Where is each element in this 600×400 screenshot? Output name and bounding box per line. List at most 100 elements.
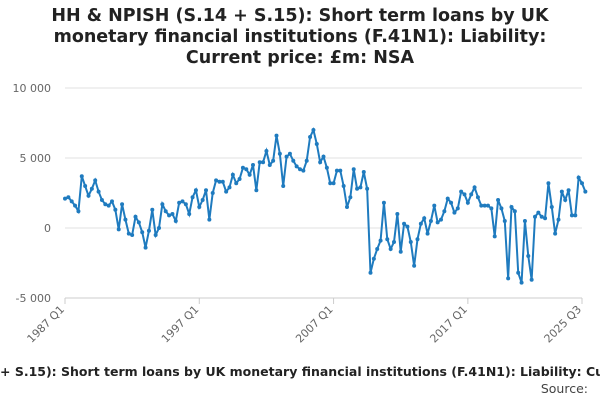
data-point xyxy=(331,181,336,186)
data-point xyxy=(543,216,548,221)
data-point xyxy=(465,200,470,205)
data-point xyxy=(113,207,118,212)
data-point xyxy=(298,167,302,172)
data-point xyxy=(261,160,266,165)
data-point xyxy=(83,184,88,188)
data-point xyxy=(130,233,135,237)
data-point xyxy=(455,206,460,211)
data-point xyxy=(472,185,477,190)
data-point xyxy=(566,188,571,193)
data-point xyxy=(371,256,376,261)
x-tick-label: 2025 Q3 xyxy=(542,303,585,346)
data-point xyxy=(190,195,195,200)
data-point xyxy=(308,135,313,139)
data-point xyxy=(539,214,544,219)
data-point xyxy=(459,189,464,194)
data-point xyxy=(251,163,255,167)
data-point xyxy=(385,237,390,242)
data-point xyxy=(583,189,588,194)
data-point xyxy=(553,231,558,236)
data-point xyxy=(375,247,380,251)
data-point xyxy=(217,179,222,184)
data-point xyxy=(93,178,98,183)
data-point xyxy=(479,203,484,208)
data-point xyxy=(66,195,71,200)
data-point xyxy=(264,149,269,153)
data-point xyxy=(200,198,205,202)
data-point xyxy=(502,219,507,223)
data-point xyxy=(210,191,215,195)
data-point xyxy=(123,217,128,222)
data-point xyxy=(69,199,74,204)
data-point xyxy=(234,181,239,186)
data-point xyxy=(418,221,423,226)
data-point xyxy=(492,234,497,239)
data-point xyxy=(318,160,323,165)
data-point xyxy=(321,154,326,159)
data-point xyxy=(244,167,249,172)
x-tick-label: 1997 Q1 xyxy=(159,303,202,346)
data-point xyxy=(569,213,574,218)
data-point xyxy=(254,188,259,193)
data-point xyxy=(412,263,417,268)
data-point xyxy=(533,214,537,219)
data-point xyxy=(116,227,121,232)
data-point xyxy=(526,254,531,258)
data-point xyxy=(499,206,504,211)
data-point xyxy=(392,240,396,244)
y-tick-label: 5 000 xyxy=(20,152,52,165)
data-point xyxy=(348,195,353,200)
data-point xyxy=(86,193,91,198)
data-point xyxy=(445,196,450,201)
data-point xyxy=(163,209,168,214)
data-point xyxy=(506,276,511,281)
data-point xyxy=(496,198,501,202)
data-point xyxy=(489,206,494,211)
data-point xyxy=(160,202,165,207)
data-point xyxy=(227,185,232,190)
data-point xyxy=(368,270,373,275)
data-point xyxy=(361,170,366,174)
data-point xyxy=(415,237,420,242)
data-point xyxy=(475,195,480,200)
data-point xyxy=(197,205,202,209)
data-point xyxy=(103,202,108,207)
data-point xyxy=(512,209,517,214)
data-point xyxy=(220,179,225,184)
data-point xyxy=(462,192,467,197)
data-point xyxy=(177,200,182,205)
footer-title: + S.15): Short term loans by UK monetary… xyxy=(0,364,600,379)
data-point xyxy=(187,212,192,216)
chart: -5 000 0 5 000 10 000 1987 Q1 1997 Q1 2007 Q1 2… xyxy=(13,82,588,346)
data-point xyxy=(271,158,276,163)
data-point xyxy=(63,196,67,201)
data-point xyxy=(294,164,299,169)
data-point xyxy=(281,184,286,188)
data-point xyxy=(439,217,443,222)
data-point xyxy=(365,186,370,191)
data-point xyxy=(79,174,84,179)
data-point xyxy=(207,217,212,222)
data-point xyxy=(73,203,78,208)
y-tick-label: 0 xyxy=(44,222,51,235)
data-line xyxy=(64,127,587,283)
data-point xyxy=(257,160,262,165)
data-point xyxy=(240,165,245,170)
data-point xyxy=(150,207,155,212)
data-point xyxy=(358,185,363,190)
data-point xyxy=(143,245,148,250)
data-point xyxy=(204,188,208,193)
data-point xyxy=(402,221,407,226)
data-point xyxy=(96,189,101,194)
data-point xyxy=(214,178,219,183)
data-point xyxy=(173,219,178,223)
data-point xyxy=(237,177,242,181)
data-point xyxy=(408,240,413,244)
data-point xyxy=(449,200,454,205)
data-point xyxy=(146,228,151,233)
data-point xyxy=(519,280,524,285)
data-point xyxy=(432,203,437,208)
data-point xyxy=(157,226,161,230)
data-point xyxy=(126,231,131,236)
data-point xyxy=(136,220,141,225)
